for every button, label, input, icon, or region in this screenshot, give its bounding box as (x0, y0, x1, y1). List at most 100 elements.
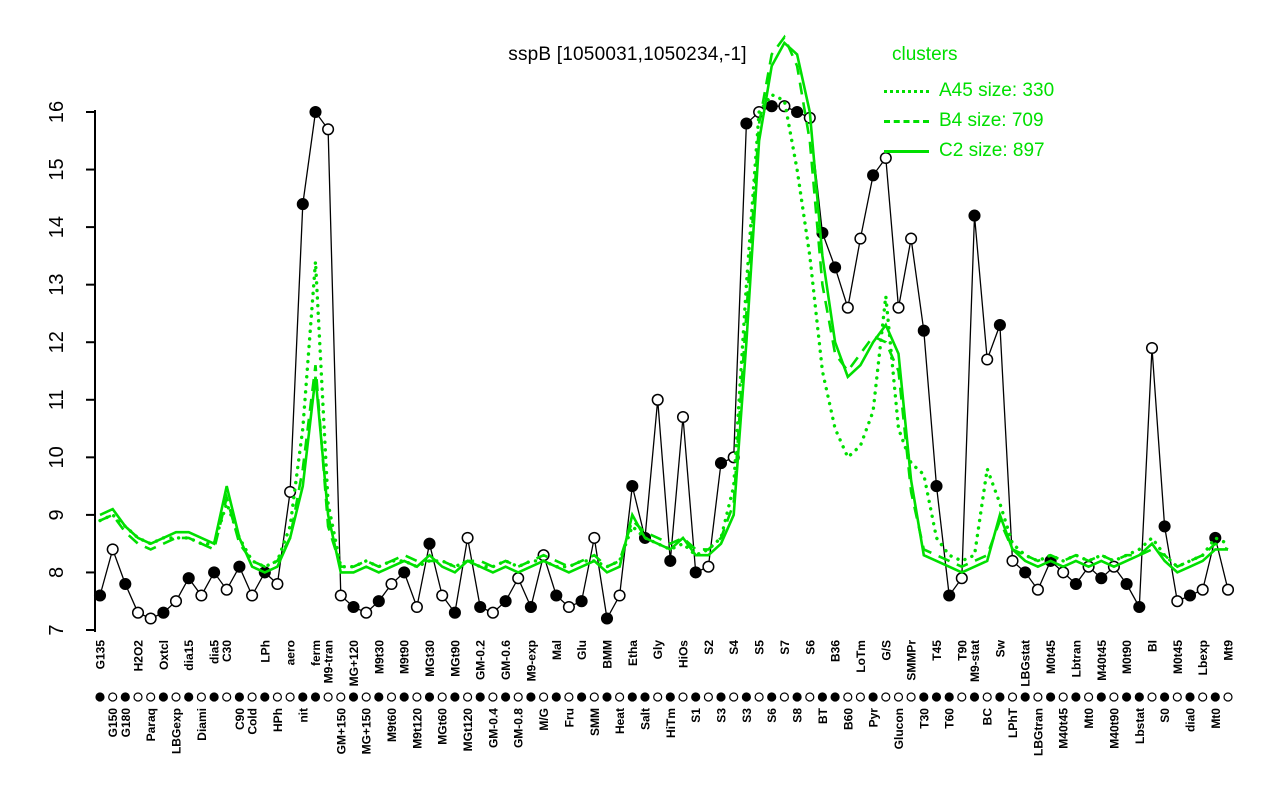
x-tick-label: M0t90 (1120, 640, 1134, 674)
legend-label-a45: A45 size: 330 (939, 80, 1055, 101)
gene-point (892, 301, 905, 314)
x-tick-label: aero (284, 640, 298, 665)
condition-marker (1121, 692, 1132, 702)
y-tick-label: 15 (46, 158, 68, 180)
gene-point (968, 209, 981, 222)
gene-point (765, 100, 778, 113)
x-tick-label: M/G (537, 708, 551, 731)
gene-point (702, 560, 715, 573)
condition-marker (538, 692, 549, 702)
y-tick-label: 16 (46, 101, 68, 123)
gene-point (144, 612, 157, 625)
condition-marker (1033, 692, 1043, 702)
x-tick-label: LoTm (854, 640, 868, 673)
condition-marker (475, 692, 485, 702)
condition-marker (133, 692, 143, 702)
condition-marker (437, 692, 447, 702)
gene-point (106, 543, 119, 556)
condition-marker (513, 692, 523, 702)
condition-marker (729, 692, 739, 702)
condition-marker (1223, 692, 1233, 702)
gene-point (714, 457, 728, 470)
gene-point (385, 577, 398, 591)
condition-marker (817, 692, 828, 702)
condition-marker (779, 692, 790, 702)
gene-point (1196, 583, 1209, 596)
condition-marker (1058, 692, 1068, 702)
x-tick-label: dia5 (208, 640, 222, 664)
gene-point (1031, 583, 1044, 596)
x-tick-label: M0t45 (1171, 640, 1185, 674)
condition-marker (285, 692, 295, 702)
gene-point (993, 318, 1006, 332)
gene-point (284, 485, 297, 498)
condition-marker (196, 692, 206, 702)
cluster-line-C2 (99, 40, 1228, 574)
y-axis: 7 8 9 10 11 12 13 14 15 16 (46, 101, 96, 636)
x-tick-label: T60 (943, 708, 957, 729)
cluster-series (98, 34, 1230, 574)
cluster-line-A45 (98, 92, 1230, 569)
gene-point (461, 531, 474, 544)
condition-marker (665, 692, 675, 702)
gene-point (575, 595, 588, 608)
gene-point (1221, 583, 1235, 596)
x-tick-label: Lbstat (1133, 708, 1147, 744)
gene-point (512, 572, 525, 585)
gene-point (195, 589, 208, 602)
x-tick-label: Heat (613, 708, 627, 734)
gene-point (360, 606, 373, 619)
x-tick-label: LBGstat (1019, 640, 1033, 687)
condition-marker (184, 692, 194, 702)
x-tick-label: G/S (879, 640, 893, 661)
x-tick-label: MG+150 (360, 708, 374, 755)
condition-marker (399, 692, 409, 702)
gene-point (1006, 554, 1019, 567)
x-tick-label: M40t45 (1057, 708, 1071, 749)
condition-marker (158, 692, 168, 702)
gene-point (943, 589, 956, 602)
legend-label-b4: B4 size: 709 (939, 110, 1044, 131)
x-tick-label: Fru (562, 708, 576, 727)
gene-point (322, 123, 335, 136)
x-tick-label: Sw (993, 639, 1007, 657)
gene-point (829, 261, 842, 274)
condition-marker (792, 692, 802, 702)
gene-point (499, 595, 512, 608)
x-tick-label: G135 (94, 640, 108, 670)
x-tick-label: M9t30 (372, 640, 386, 674)
x-tick-label: S6 (803, 640, 817, 655)
condition-marker (272, 692, 282, 702)
y-tick-label: 14 (46, 216, 68, 238)
x-tick-label: H2O2 (132, 640, 146, 672)
gene-point (791, 105, 804, 119)
x-tick-label: Paraq (144, 708, 158, 741)
x-tick-label: GM-0.2 (474, 640, 488, 680)
condition-marker (893, 692, 904, 702)
condition-marker (374, 692, 384, 702)
gene-point (588, 531, 601, 544)
gene-point (372, 595, 385, 608)
gene-point (309, 105, 322, 119)
gene-point (1183, 589, 1197, 602)
condition-marker (678, 692, 688, 702)
gene-point (626, 480, 639, 493)
condition-marker (488, 692, 498, 702)
x-tick-label: S6 (765, 708, 779, 723)
x-tick-label: MGt120 (461, 708, 475, 752)
gene-point (296, 198, 309, 211)
condition-marker (868, 692, 878, 702)
gene-point (651, 393, 664, 406)
gene-point (613, 589, 626, 602)
x-tick-label: MG+120 (347, 640, 361, 687)
legend-entry-c2: C2 size: 897 (884, 136, 1054, 166)
x-tick-label: BI (1145, 640, 1159, 652)
condition-marker (222, 692, 232, 702)
condition-marker (310, 692, 321, 702)
x-tick-label: Pyr (867, 708, 881, 728)
gene-point (220, 583, 233, 596)
condition-marker (881, 692, 891, 702)
condition-marker (627, 692, 637, 702)
